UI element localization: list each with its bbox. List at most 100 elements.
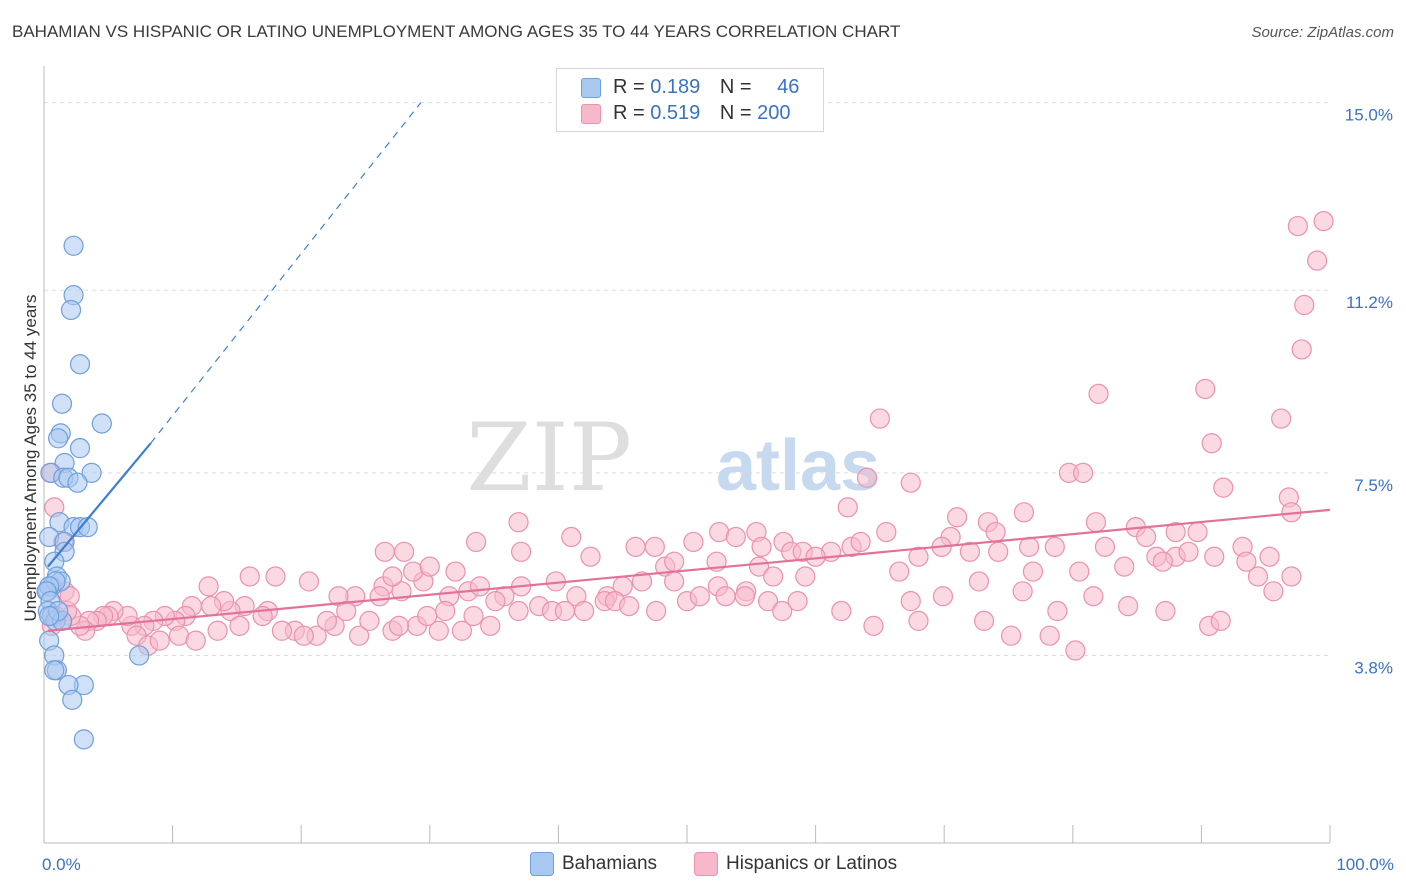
watermark-atlas: atlas xyxy=(716,426,880,506)
hispanic-point xyxy=(734,586,755,607)
hispanic-point xyxy=(1088,383,1109,404)
n-value: 200 xyxy=(757,102,791,124)
bahamians-trend-extension xyxy=(150,102,422,444)
tick-labels: 3.8% 7.5% 11.2% 15.0% 0.0% 100.0% xyxy=(42,106,1394,874)
hispanic-point xyxy=(298,571,320,592)
hispanic-point xyxy=(508,600,529,622)
hispanic-point xyxy=(1213,477,1234,498)
hispanic-point xyxy=(757,591,779,612)
hispanic-point xyxy=(968,571,990,592)
hispanic-point xyxy=(1012,581,1033,602)
hispanic-point xyxy=(1136,526,1157,548)
hispanic-point xyxy=(428,620,449,641)
hispanic-point xyxy=(837,497,858,518)
legend-label-bahamians: Bahamians xyxy=(562,853,658,874)
hispanic-point xyxy=(908,546,929,567)
bahamian-point xyxy=(39,605,60,627)
hispanic-point xyxy=(625,536,646,557)
zipatlas-watermark: ZIP atlas xyxy=(466,404,880,513)
hispanic-point xyxy=(554,600,575,622)
hispanic-point xyxy=(763,566,784,587)
hispanic-point xyxy=(1294,294,1315,316)
hispanic-point xyxy=(229,615,250,636)
hispanic-point xyxy=(787,591,808,612)
series-hispanics-points xyxy=(41,211,1334,661)
hispanic-point xyxy=(959,541,981,562)
bahamian-point xyxy=(69,354,91,375)
hispanic-point xyxy=(207,620,228,641)
hispanic-point xyxy=(1022,561,1044,582)
hispanic-point xyxy=(417,605,438,627)
hispanic-point xyxy=(1039,625,1060,646)
y-tick-label-1: 7.5% xyxy=(1354,476,1393,495)
hispanic-point xyxy=(689,586,710,607)
hispanic-point xyxy=(1069,561,1090,582)
hispanic-point xyxy=(850,531,871,553)
bahamian-point xyxy=(62,689,83,710)
r-value: 0.189 xyxy=(650,76,701,98)
legend-swatch-hispanics xyxy=(581,104,601,124)
legend-item-hispanics: Hispanics or Latinos xyxy=(694,852,934,878)
hispanic-point xyxy=(664,571,685,592)
hispanic-point xyxy=(359,610,380,632)
legend-swatch-bahamians xyxy=(530,852,554,876)
hispanic-point xyxy=(1195,378,1216,400)
legend-label-hispanics: Hispanics or Latinos xyxy=(726,853,898,874)
hispanic-point xyxy=(271,620,293,641)
hispanic-point xyxy=(469,576,491,597)
hispanic-point xyxy=(1313,211,1334,232)
hispanic-point xyxy=(561,526,582,548)
bahamian-point xyxy=(129,645,150,666)
hispanic-point xyxy=(900,472,921,493)
bahamian-point xyxy=(91,413,112,434)
hispanic-point xyxy=(856,467,878,488)
hispanic-point xyxy=(465,531,487,553)
bahamian-point xyxy=(67,472,88,493)
hispanic-point xyxy=(480,615,501,636)
r-label: R = xyxy=(613,102,651,124)
hispanic-point xyxy=(419,556,440,577)
chart-title: BAHAMIAN VS HISPANIC OR LATINO UNEMPLOYM… xyxy=(12,22,901,41)
y-tick-label-3: 15.0% xyxy=(1345,106,1393,125)
hispanic-point xyxy=(831,600,852,622)
x-tick-label-1: 100.0% xyxy=(1336,855,1394,874)
grid-lines xyxy=(44,102,1330,656)
hispanic-point xyxy=(1307,250,1328,271)
hispanic-point xyxy=(1271,408,1292,429)
hispanic-point xyxy=(772,600,793,622)
n-label: N = xyxy=(719,76,758,98)
hispanic-point xyxy=(485,591,506,612)
hispanics-trend-line xyxy=(47,508,1331,632)
correlation-legend: R = 0.189 N = 46 R = 0.519 N = 200 xyxy=(556,68,824,132)
r-label: R = xyxy=(613,76,651,98)
hispanic-point xyxy=(348,625,370,646)
hispanic-point xyxy=(1114,556,1135,577)
legend-swatch-hispanics xyxy=(694,852,718,876)
hispanic-point xyxy=(664,551,685,572)
hispanic-point xyxy=(1152,551,1173,572)
hispanic-point xyxy=(1236,551,1257,572)
hispanic-point xyxy=(751,536,772,557)
hispanic-point xyxy=(1187,521,1208,543)
n-value: 46 xyxy=(777,76,800,98)
hispanic-point xyxy=(1263,581,1284,602)
hispanic-point xyxy=(646,600,667,622)
bahamian-point xyxy=(51,393,73,414)
hispanic-point xyxy=(1247,566,1269,587)
hispanic-point xyxy=(402,561,424,582)
x-tick-label-0: 0.0% xyxy=(42,855,81,874)
hispanic-point xyxy=(900,591,921,612)
hispanic-point xyxy=(574,600,595,622)
hispanic-point xyxy=(168,625,190,646)
hispanic-point xyxy=(201,595,222,617)
hispanic-point xyxy=(1000,625,1022,646)
bahamian-point xyxy=(60,299,82,321)
hispanic-point xyxy=(382,566,403,587)
hispanic-point xyxy=(293,625,314,646)
hispanic-point xyxy=(889,561,910,582)
hispanic-point xyxy=(1259,546,1280,567)
hispanic-point xyxy=(644,536,665,557)
n-label: N = xyxy=(719,102,758,124)
hispanic-point xyxy=(709,521,730,543)
hispanic-point xyxy=(946,507,968,528)
